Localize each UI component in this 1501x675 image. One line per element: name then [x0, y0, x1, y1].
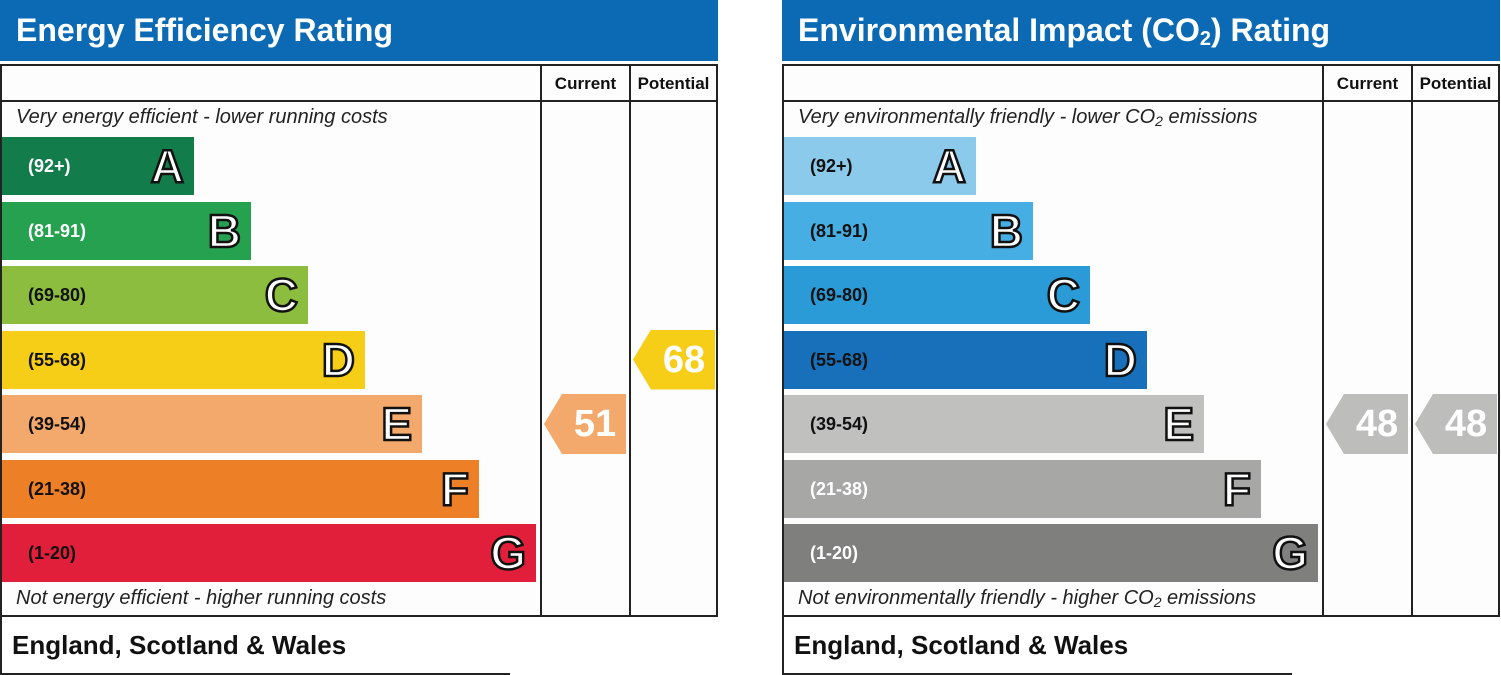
bottom-note: Not environmentally friendly - higher CO…: [798, 587, 1256, 610]
band-range-label: (92+): [28, 156, 71, 176]
header-divider: [0, 100, 718, 102]
column-header-current: Current: [1336, 74, 1399, 93]
band-range-label: (21-38): [28, 478, 87, 499]
band-range-label: (69-80): [28, 285, 87, 305]
band-letter: C: [264, 268, 300, 323]
rating-arrow-current: 48: [1326, 394, 1408, 454]
band-range-label: (1-20): [810, 543, 859, 563]
band-letter: G: [1271, 526, 1309, 581]
column-header-potential: Potential: [637, 74, 710, 93]
region-footer: England, Scotland & Wales: [782, 617, 1292, 675]
band-a: (92+) A: [2, 137, 194, 195]
band-range-label: (1-20): [28, 543, 77, 563]
environmental-impact-chart: Environmental Impact (CO2) Rating Curren…: [782, 0, 1500, 675]
band-f: (21-38) F: [2, 459, 479, 518]
chart-title: Environmental Impact (CO2) Rating: [782, 0, 1500, 61]
rating-value: 48: [1444, 403, 1488, 445]
band-e: (39-54) E: [784, 395, 1204, 453]
band-f: (21-38) F: [784, 459, 1261, 518]
header-divider: [782, 100, 1500, 102]
band-letter: E: [1162, 397, 1195, 452]
band-c: (69-80) C: [2, 266, 308, 324]
band-letter: B: [207, 203, 243, 258]
rating-value: 51: [573, 403, 617, 445]
region-footer: England, Scotland & Wales: [0, 617, 510, 675]
rating-arrow-potential: 68: [633, 329, 715, 390]
bottom-note: Not energy efficient - higher running co…: [16, 587, 387, 609]
column-divider: [1411, 64, 1413, 617]
band-letter: A: [932, 139, 968, 194]
band-letter: F: [440, 461, 471, 516]
band-letter: C: [1046, 268, 1082, 323]
band-range-label: (21-38): [810, 478, 869, 499]
top-note: Very environmentally friendly - lower CO…: [798, 106, 1258, 129]
band-g: (1-20) G: [784, 524, 1318, 582]
band-range-label: (55-68): [28, 349, 87, 370]
band-letter: E: [380, 397, 413, 452]
band-letter: D: [321, 332, 357, 387]
column-divider: [1322, 64, 1324, 617]
column-header-current: Current: [554, 74, 617, 93]
top-note: Very energy efficient - lower running co…: [16, 106, 388, 128]
rating-arrow-current: 51: [544, 394, 626, 454]
band-c: (69-80) C: [784, 266, 1090, 324]
energy-efficiency-chart: Energy Efficiency Rating Current Potenti…: [0, 0, 718, 675]
column-divider: [629, 64, 631, 617]
band-d: (55-68) D: [2, 330, 365, 389]
band-range-label: (81-91): [810, 220, 869, 241]
band-b: (81-91) B: [784, 201, 1033, 260]
band-b: (81-91) B: [2, 201, 251, 260]
band-letter: D: [1103, 332, 1139, 387]
column-divider: [540, 64, 542, 617]
band-letter: A: [150, 139, 186, 194]
band-range-label: (55-68): [810, 349, 869, 370]
band-d: (55-68) D: [784, 330, 1147, 389]
band-e: (39-54) E: [2, 395, 422, 453]
rating-value: 68: [662, 338, 706, 381]
chart-title: Energy Efficiency Rating: [0, 0, 718, 61]
rating-arrow-potential: 48: [1415, 394, 1497, 454]
band-range-label: (39-54): [810, 414, 869, 434]
band-letter: B: [989, 203, 1025, 258]
column-header-potential: Potential: [1419, 74, 1492, 93]
rating-value: 48: [1355, 403, 1399, 445]
band-range-label: (69-80): [810, 285, 869, 305]
band-letter: F: [1222, 461, 1253, 516]
band-range-label: (92+): [810, 156, 853, 176]
band-g: (1-20) G: [2, 524, 536, 582]
band-a: (92+) A: [784, 137, 976, 195]
band-range-label: (39-54): [28, 414, 87, 434]
band-range-label: (81-91): [28, 220, 87, 241]
band-letter: G: [489, 526, 527, 581]
